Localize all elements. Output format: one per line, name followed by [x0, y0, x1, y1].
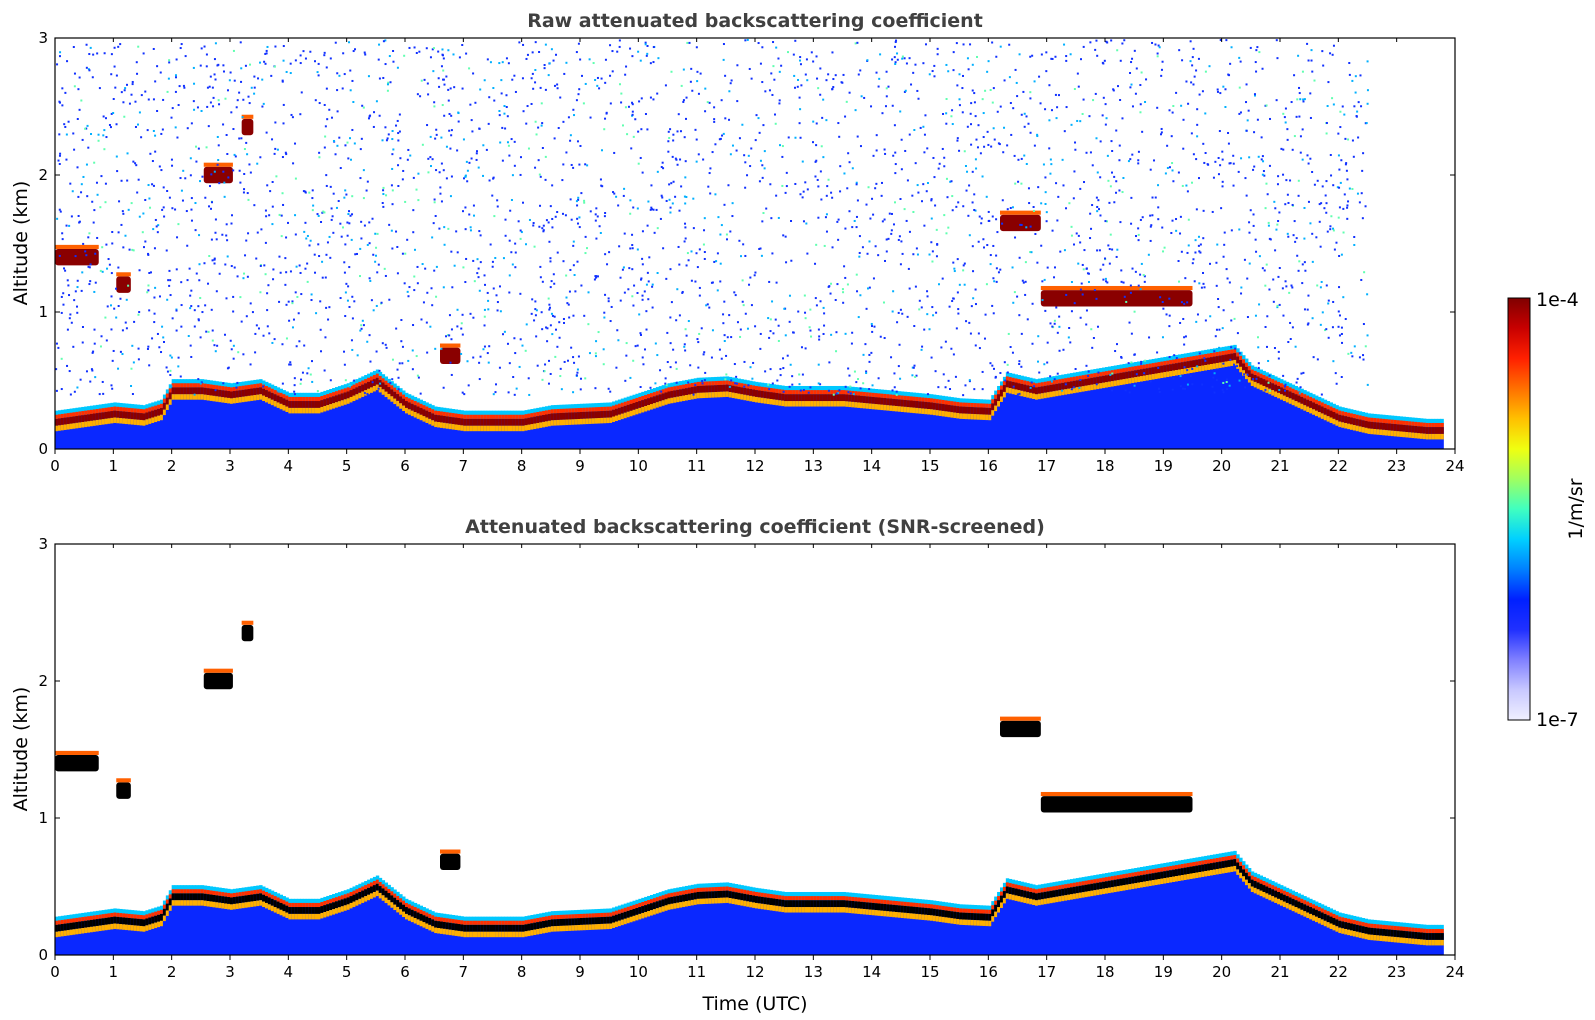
x-tick-label: 24 [1445, 457, 1464, 475]
colorbar: 1e-4 1e-7 1/m/sr [1507, 289, 1587, 731]
colorbar-min-label: 1e-7 [1536, 709, 1579, 731]
cloud [1000, 720, 1041, 738]
x-tick-label: 1 [109, 457, 119, 475]
noise-speckle [55, 38, 1369, 397]
x-tick-label: 8 [517, 457, 527, 475]
x-tick-label: 9 [575, 963, 585, 981]
x-tick-label: 1 [109, 963, 119, 981]
x-tick-label: 5 [342, 457, 352, 475]
x-tick-label: 13 [804, 457, 823, 475]
y-tick-label: 1 [38, 809, 48, 827]
cloud [1040, 290, 1193, 307]
cloud [241, 118, 254, 136]
y-tick-label: 2 [38, 166, 48, 184]
x-tick-label: 10 [629, 963, 648, 981]
heatmap-screened [55, 620, 1444, 955]
cloud [440, 347, 461, 365]
x-tick-label: 13 [804, 963, 823, 981]
x-tick-label: 17 [1037, 963, 1056, 981]
cloud [440, 853, 461, 871]
x-tick-label: 18 [1095, 457, 1114, 475]
x-tick-label: 2 [167, 457, 177, 475]
x-tick-label: 0 [50, 457, 60, 475]
cloud [203, 166, 233, 184]
x-tick-label: 20 [1212, 963, 1231, 981]
x-axis-ticks: 0 1 2 3 4 5 6 7 8 9 10 11 12 13 14 15 16 17 18 19 20 21 22 23 24 [50, 38, 1465, 475]
x-tick-label: 22 [1329, 457, 1348, 475]
y-tick-label: 0 [38, 946, 48, 964]
x-tick-label: 3 [225, 963, 235, 981]
y-tick-label: 2 [38, 672, 48, 690]
panel-raw: Raw attenuated backscattering coefficien… [10, 10, 1465, 475]
panel-title: Raw attenuated backscattering coefficien… [527, 10, 983, 32]
cloud [203, 672, 233, 690]
x-tick-label: 11 [687, 457, 706, 475]
cloud [1040, 796, 1193, 813]
colorbar-unit-label: 1/m/sr [1565, 478, 1587, 539]
y-tick-label: 1 [38, 303, 48, 321]
cloud [241, 624, 254, 642]
panel-screened: Attenuated backscattering coefficient (S… [10, 516, 1465, 1015]
cloud-layers [55, 114, 1193, 365]
y-axis-ticks: 0 1 2 3 [38, 535, 1455, 964]
y-axis-ticks: 0 1 2 3 [38, 29, 1455, 458]
x-tick-label: 6 [400, 963, 410, 981]
x-tick-label: 0 [50, 963, 60, 981]
x-tick-label: 2 [167, 963, 177, 981]
y-tick-label: 0 [38, 440, 48, 458]
x-tick-label: 6 [400, 457, 410, 475]
x-tick-label: 23 [1387, 963, 1406, 981]
x-axis-label: Time (UTC) [701, 993, 807, 1015]
x-tick-label: 16 [979, 457, 998, 475]
cloud [116, 276, 131, 293]
y-tick-label: 3 [38, 29, 48, 47]
x-tick-label: 8 [517, 963, 527, 981]
x-tick-label: 10 [629, 457, 648, 475]
y-tick-label: 3 [38, 535, 48, 553]
x-tick-label: 7 [459, 457, 469, 475]
x-tick-label: 3 [225, 457, 235, 475]
x-tick-label: 19 [1154, 963, 1173, 981]
y-axis-label: Altitude (km) [10, 181, 32, 306]
y-axis-label: Altitude (km) [10, 687, 32, 812]
x-tick-label: 14 [862, 963, 881, 981]
cloud [55, 248, 99, 266]
aerosol-layer [55, 850, 1444, 955]
x-tick-label: 21 [1270, 963, 1289, 981]
x-tick-label: 19 [1154, 457, 1173, 475]
x-tick-label: 16 [979, 963, 998, 981]
colorbar-max-label: 1e-4 [1536, 289, 1579, 311]
x-tick-label: 21 [1270, 457, 1289, 475]
x-tick-label: 14 [862, 457, 881, 475]
x-tick-label: 4 [284, 963, 294, 981]
x-tick-label: 22 [1329, 963, 1348, 981]
x-tick-label: 15 [920, 963, 939, 981]
x-tick-label: 12 [745, 963, 764, 981]
panel-title: Attenuated backscattering coefficient (S… [465, 516, 1045, 538]
heatmap-raw [55, 38, 1444, 449]
x-tick-label: 23 [1387, 457, 1406, 475]
x-tick-label: 11 [687, 963, 706, 981]
x-axis-ticks: 0 1 2 3 4 5 6 7 8 9 10 11 12 13 14 15 16 17 18 19 20 21 22 23 24 [50, 544, 1465, 981]
x-tick-label: 24 [1445, 963, 1464, 981]
x-tick-label: 17 [1037, 457, 1056, 475]
cloud [116, 782, 131, 799]
x-tick-label: 18 [1095, 963, 1114, 981]
x-tick-label: 12 [745, 457, 764, 475]
cloud [1000, 214, 1041, 232]
x-tick-label: 7 [459, 963, 469, 981]
x-tick-label: 20 [1212, 457, 1231, 475]
x-tick-label: 9 [575, 457, 585, 475]
cloud [55, 754, 99, 772]
cloud-layers [55, 620, 1193, 871]
x-tick-label: 15 [920, 457, 939, 475]
colorbar-gradient [1507, 297, 1531, 721]
x-tick-label: 5 [342, 963, 352, 981]
x-tick-label: 4 [284, 457, 294, 475]
aerosol-layer [55, 344, 1444, 449]
